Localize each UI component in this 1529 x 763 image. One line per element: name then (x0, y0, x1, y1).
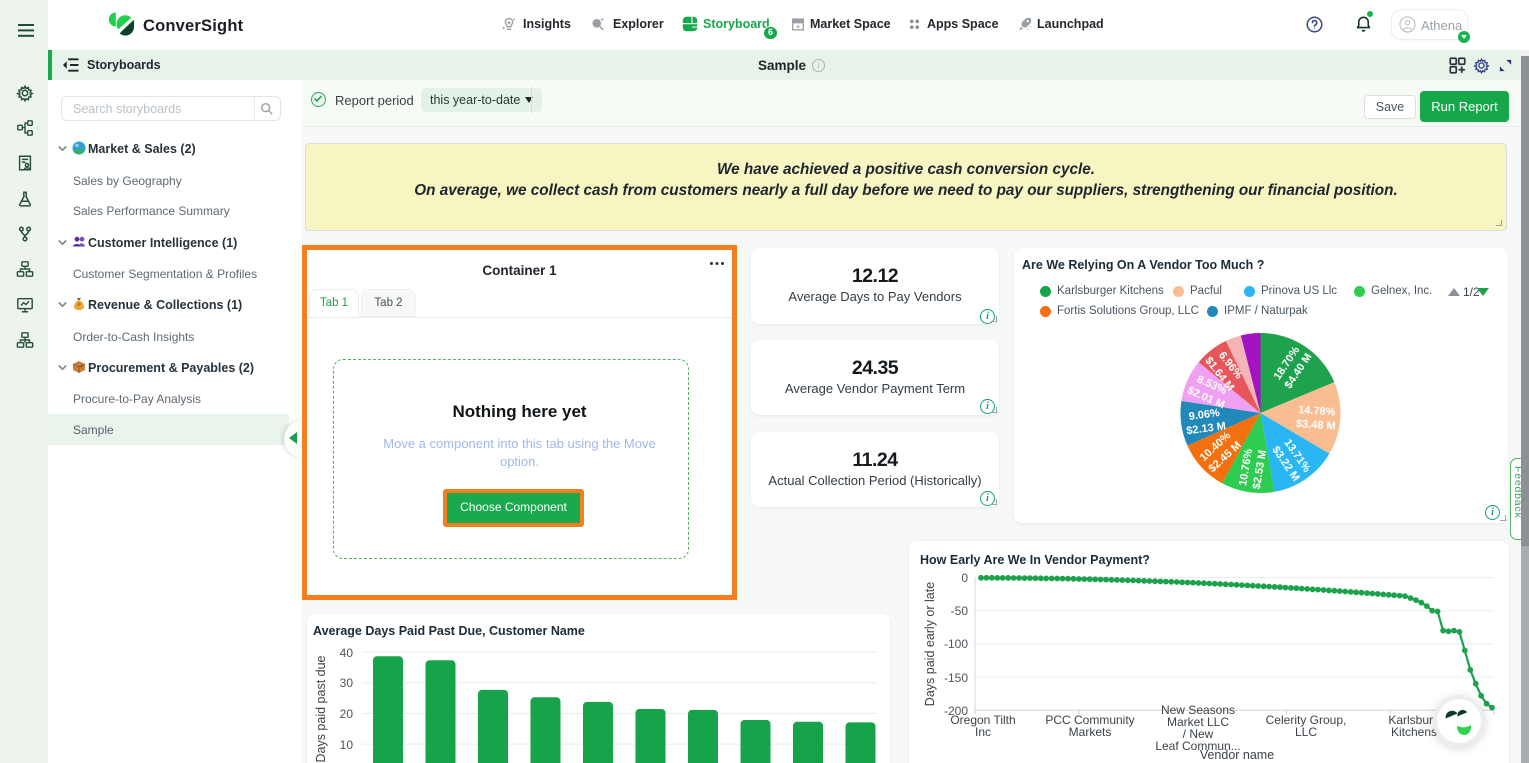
svg-text:10.76%: 10.76% (1237, 448, 1255, 487)
svg-text:14.78%: 14.78% (1298, 404, 1336, 419)
svg-text:$2.13 M: $2.13 M (1186, 420, 1227, 437)
svg-text:9.06%: 9.06% (1188, 407, 1221, 423)
svg-text:$3.48 M: $3.48 M (1296, 418, 1336, 433)
